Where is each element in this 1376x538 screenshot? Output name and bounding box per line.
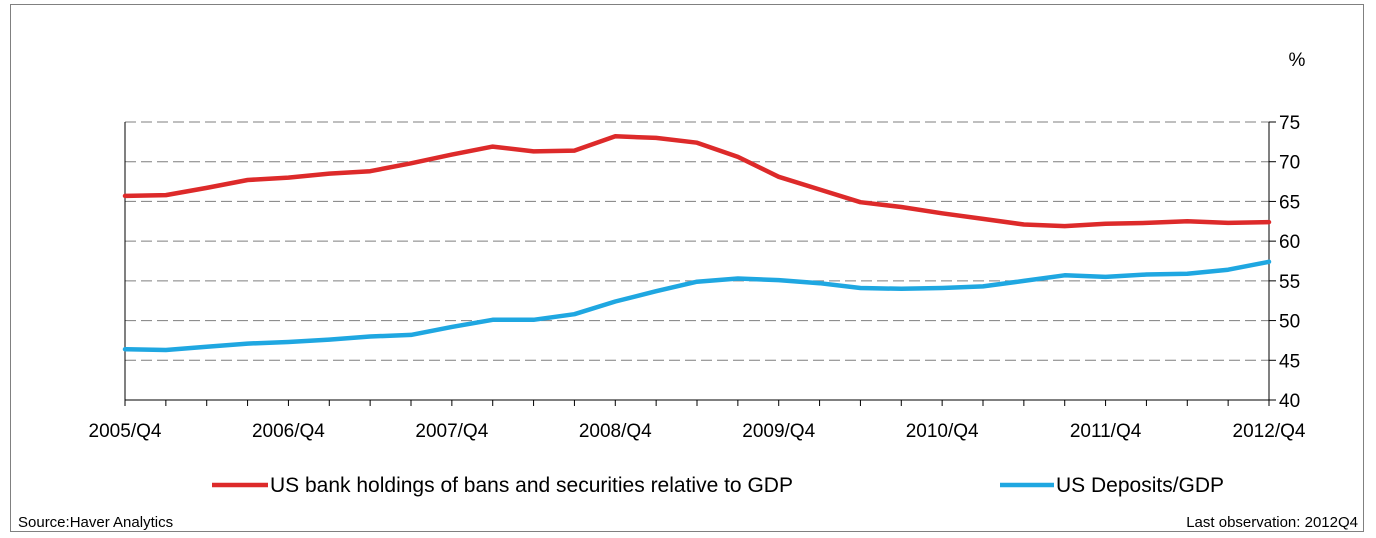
y-tick-label: 75 — [1279, 113, 1300, 134]
source-note: Source:Haver Analytics — [18, 514, 174, 531]
x-tick-label: 2006/Q4 — [252, 421, 325, 442]
legend: US bank holdings of bans and securities … — [212, 474, 1224, 497]
chart-frame — [10, 4, 1364, 532]
legend-label-2: US Deposits/GDP — [1056, 474, 1224, 497]
y-tick-label: 40 — [1279, 391, 1300, 412]
legend-label-1: US bank holdings of bans and securities … — [270, 474, 793, 497]
x-tick-label: 2005/Q4 — [89, 421, 162, 442]
y-tick-label: 65 — [1279, 192, 1300, 213]
y-tick-label: 45 — [1279, 351, 1300, 372]
x-tick-label: 2010/Q4 — [906, 421, 979, 442]
axes: 40 45 50 55 60 65 70 75 2005/Q4 2006/Q4 2007/Q4 200… — [89, 113, 1306, 442]
last-observation-note: Last observation: 2012Q4 — [1186, 514, 1358, 531]
y-tick-label: 50 — [1279, 312, 1300, 333]
y-tick-label: 70 — [1279, 153, 1300, 174]
y-tick-label: 60 — [1279, 232, 1300, 253]
y-axis-unit-label: % — [1289, 50, 1306, 71]
x-tick-label: 2008/Q4 — [579, 421, 652, 442]
grid-lines — [125, 121, 1269, 361]
x-tick-label: 2011/Q4 — [1070, 421, 1142, 442]
x-tick-label: 2012/Q4 — [1233, 421, 1306, 442]
series-line-2 — [122, 259, 1272, 353]
y-tick-label: 55 — [1279, 272, 1300, 293]
x-tick-label: 2007/Q4 — [415, 421, 488, 442]
series-line-1 — [122, 134, 1272, 229]
x-tick-label: 2009/Q4 — [742, 421, 815, 442]
series-lines — [122, 134, 1272, 353]
